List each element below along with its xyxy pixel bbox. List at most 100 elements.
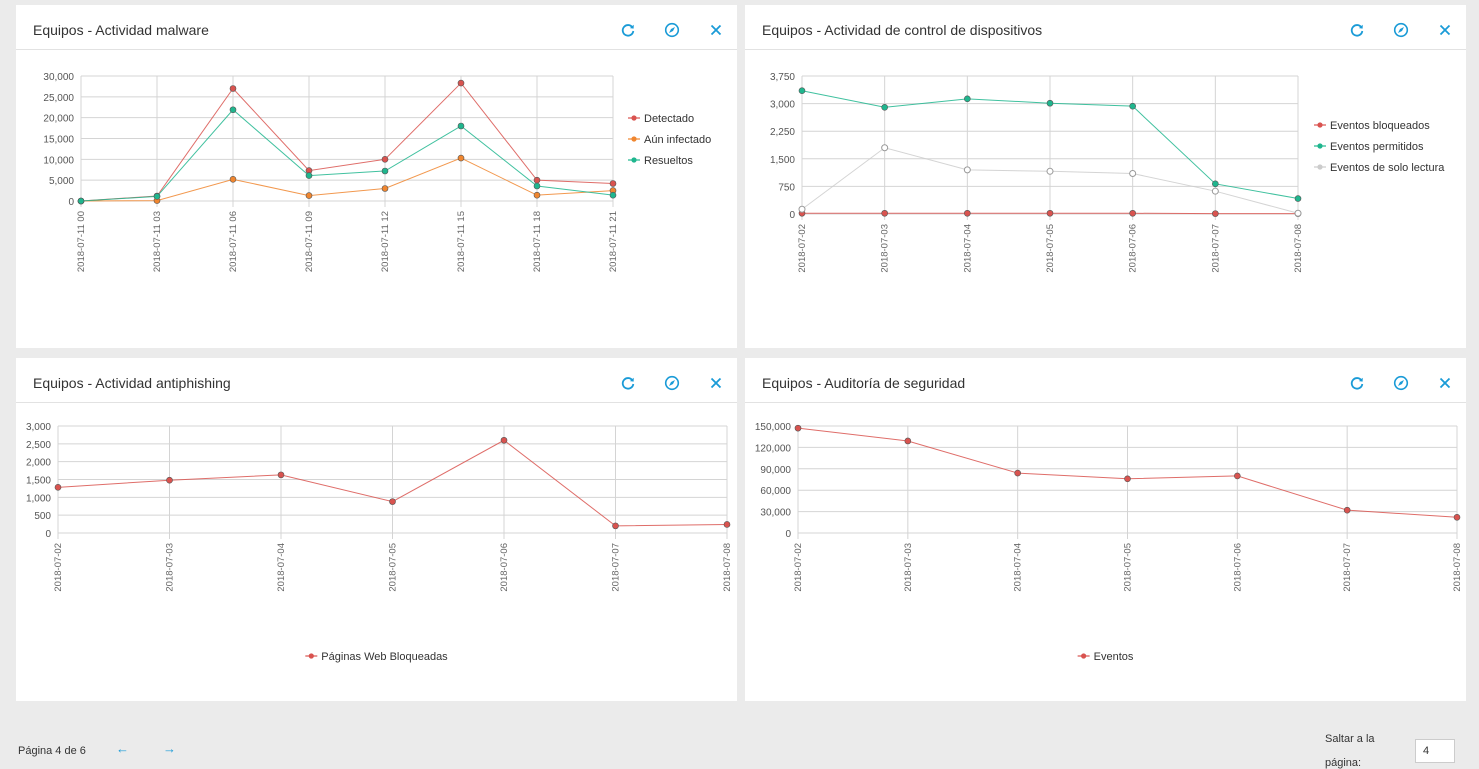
data-point[interactable] [382, 168, 388, 174]
x-tick-label: 2018-07-06 [499, 543, 510, 592]
data-point[interactable] [1047, 210, 1053, 216]
x-tick-label: 2018-07-11 21 [608, 211, 619, 272]
data-point[interactable] [1047, 168, 1053, 174]
legend-marker [631, 115, 636, 120]
refresh-icon[interactable] [620, 375, 636, 391]
legend-label[interactable]: Páginas Web Bloqueadas [321, 651, 448, 663]
settings-icon[interactable] [1393, 375, 1409, 391]
data-point[interactable] [1015, 470, 1021, 476]
data-point[interactable] [795, 425, 801, 431]
data-point[interactable] [382, 156, 388, 162]
data-point[interactable] [1130, 171, 1136, 177]
data-point[interactable] [154, 193, 160, 199]
data-point[interactable] [1130, 103, 1136, 109]
data-point[interactable] [458, 155, 464, 161]
data-point[interactable] [799, 88, 805, 94]
data-point[interactable] [964, 167, 970, 173]
data-point[interactable] [610, 181, 616, 187]
data-point[interactable] [610, 192, 616, 198]
data-point[interactable] [1130, 210, 1136, 216]
data-point[interactable] [882, 145, 888, 151]
refresh-icon[interactable] [620, 22, 636, 38]
close-icon[interactable] [1437, 22, 1453, 38]
data-point[interactable] [78, 198, 84, 204]
data-point[interactable] [882, 210, 888, 216]
data-point[interactable] [306, 193, 312, 199]
x-tick-label: 2018-07-05 [1123, 543, 1134, 592]
x-tick-label: 2018-07-07 [1210, 224, 1221, 273]
x-tick-label: 2018-07-08 [1293, 224, 1304, 273]
panel-device-control: Equipos - Actividad de control de dispos… [745, 5, 1466, 348]
data-point[interactable] [1234, 473, 1240, 479]
data-point[interactable] [306, 173, 312, 179]
legend-label[interactable]: Eventos permitidos [1330, 141, 1424, 153]
data-point[interactable] [964, 210, 970, 216]
data-point[interactable] [230, 176, 236, 182]
legend-label[interactable]: Eventos [1094, 651, 1134, 663]
y-tick-label: 0 [68, 197, 74, 208]
y-tick-label: 1,000 [26, 493, 51, 504]
data-point[interactable] [1212, 188, 1218, 194]
prev-page-button[interactable]: ← [116, 741, 129, 756]
data-point[interactable] [724, 521, 730, 527]
data-point[interactable] [458, 123, 464, 129]
legend-label[interactable]: Aún infectado [644, 134, 711, 146]
data-point[interactable] [458, 80, 464, 86]
data-point[interactable] [382, 186, 388, 192]
data-point[interactable] [230, 86, 236, 92]
y-tick-label: 0 [789, 210, 795, 221]
legend-label[interactable]: Resueltos [644, 155, 693, 167]
refresh-icon[interactable] [1349, 375, 1365, 391]
next-page-button[interactable]: → [163, 741, 176, 756]
data-point[interactable] [964, 96, 970, 102]
data-point[interactable] [1212, 211, 1218, 217]
data-point[interactable] [1047, 100, 1053, 106]
x-tick-label: 2018-07-11 06 [228, 211, 239, 272]
data-point[interactable] [278, 472, 284, 478]
y-tick-label: 2,000 [26, 458, 51, 469]
settings-icon[interactable] [664, 375, 680, 391]
data-point[interactable] [501, 437, 507, 443]
data-point[interactable] [613, 523, 619, 529]
settings-icon[interactable] [664, 22, 680, 38]
data-point[interactable] [1295, 210, 1301, 216]
x-tick-label: 2018-07-07 [611, 543, 622, 592]
legend-marker [309, 653, 314, 658]
data-point[interactable] [882, 104, 888, 110]
data-point[interactable] [1295, 196, 1301, 202]
y-tick-label: 2,500 [26, 440, 51, 451]
data-point[interactable] [1125, 476, 1131, 482]
data-point[interactable] [534, 192, 540, 198]
y-tick-label: 150,000 [755, 422, 792, 433]
refresh-icon[interactable] [1349, 22, 1365, 38]
close-icon[interactable] [1437, 375, 1453, 391]
data-point[interactable] [167, 477, 173, 483]
x-tick-label: 2018-07-05 [388, 543, 399, 592]
y-tick-label: 3,750 [770, 72, 795, 83]
jump-to-page-input[interactable] [1415, 739, 1455, 763]
x-tick-label: 2018-07-06 [1232, 543, 1243, 592]
data-point[interactable] [799, 206, 805, 212]
data-point[interactable] [1454, 514, 1460, 520]
legend-label[interactable]: Eventos bloqueados [1330, 120, 1430, 132]
close-icon[interactable] [708, 22, 724, 38]
legend-label[interactable]: Eventos de solo lectura [1330, 162, 1445, 174]
data-point[interactable] [55, 484, 61, 490]
panel-security-audit: Equipos - Auditoría de seguridad 150,000… [745, 358, 1466, 701]
x-tick-label: 2018-07-11 00 [76, 211, 87, 272]
data-point[interactable] [534, 183, 540, 189]
y-tick-label: 90,000 [760, 465, 791, 476]
data-point[interactable] [1344, 507, 1350, 513]
data-point[interactable] [1212, 181, 1218, 187]
data-point[interactable] [390, 499, 396, 505]
data-point[interactable] [230, 107, 236, 113]
close-icon[interactable] [708, 375, 724, 391]
settings-icon[interactable] [1393, 22, 1409, 38]
legend-label[interactable]: Detectado [644, 113, 694, 125]
data-point[interactable] [905, 438, 911, 444]
data-point[interactable] [534, 177, 540, 183]
legend-marker [631, 136, 636, 141]
y-tick-label: 750 [778, 182, 795, 193]
